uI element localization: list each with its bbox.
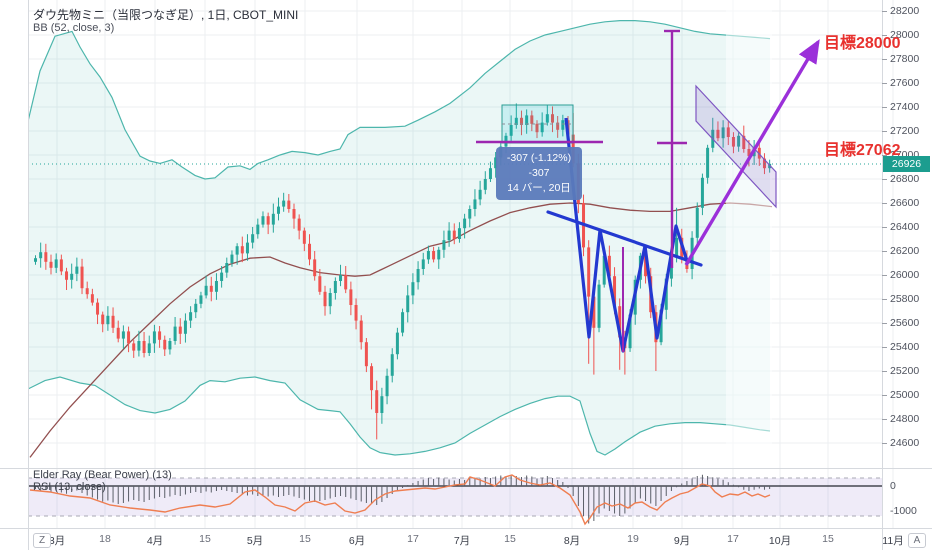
time-tick-label: 17 xyxy=(727,533,739,545)
measure-tooltip: -307 (-1.12%) -307 14 バー, 20日 xyxy=(496,147,582,200)
price-tick-mark xyxy=(882,203,887,204)
price-tick-mark xyxy=(882,419,887,420)
bb-basis xyxy=(29,202,773,458)
left-pane-border xyxy=(28,0,29,550)
target-lower-label: 目標27062 xyxy=(824,142,901,159)
elder-scale-label: -1000 xyxy=(890,505,917,517)
time-tick-label: 15 xyxy=(299,533,311,545)
price-tick-mark xyxy=(882,299,887,300)
timezone-button[interactable]: Z xyxy=(33,533,51,548)
price-tick-mark xyxy=(882,251,887,252)
price-tick-label: 24800 xyxy=(890,413,920,425)
rsi-pane[interactable] xyxy=(28,474,882,526)
price-tick-mark xyxy=(882,275,887,276)
price-tick-label: 26800 xyxy=(890,173,920,185)
time-tick-label: 17 xyxy=(407,533,419,545)
elder-ray-label[interactable]: Elder Ray (Bear Power) (13) xyxy=(33,469,172,481)
measure-tooltip-bars: 14 バー, 20日 xyxy=(507,182,571,194)
measure-tooltip-change: -307 (-1.12%) -307 xyxy=(506,152,572,179)
time-axis-border xyxy=(0,528,932,529)
price-tick-label: 25000 xyxy=(890,389,920,401)
price-tick-label: 27200 xyxy=(890,125,920,137)
bb-indicator-label[interactable]: BB (52, close, 3) xyxy=(33,22,115,34)
price-tick-label: 28200 xyxy=(890,5,920,17)
price-tick-mark xyxy=(882,395,887,396)
time-tick-label: 6月 xyxy=(348,535,366,547)
price-tick-mark xyxy=(882,179,887,180)
bb-lower-band xyxy=(28,376,771,456)
price-tick-label: 28000 xyxy=(890,29,920,41)
price-tick-mark xyxy=(882,59,887,60)
price-tick-label: 26600 xyxy=(890,197,920,209)
time-tick-label: 11月 xyxy=(882,535,904,547)
time-tick-label: 7月 xyxy=(453,535,471,547)
time-tick-label: 9月 xyxy=(673,535,691,547)
time-tick-label: 8月 xyxy=(563,535,581,547)
price-tick-label: 25600 xyxy=(890,317,920,329)
time-tick-label: 3月 xyxy=(48,535,66,547)
price-tick-label: 25200 xyxy=(890,365,920,377)
price-tick-label: 25800 xyxy=(890,293,920,305)
time-tick-label: 15 xyxy=(504,533,516,545)
price-tick-mark xyxy=(882,443,887,444)
price-tick-mark xyxy=(882,323,887,324)
current-price-label: 26926 xyxy=(883,156,930,172)
time-tick-label: 19 xyxy=(627,533,639,545)
measure-box xyxy=(501,104,574,144)
blue-trendline xyxy=(546,210,703,267)
price-tick-mark xyxy=(882,11,887,12)
time-tick-label: 10月 xyxy=(768,535,792,547)
highlight-band xyxy=(726,0,772,468)
price-tick-label: 25400 xyxy=(890,341,920,353)
price-tick-mark xyxy=(882,35,887,36)
time-tick-label: 15 xyxy=(822,533,834,545)
time-tick-label: 15 xyxy=(199,533,211,545)
price-tick-label: 27600 xyxy=(890,77,920,89)
price-tick-mark xyxy=(882,83,887,84)
price-tick-mark xyxy=(882,155,887,156)
price-tick-label: 26000 xyxy=(890,269,920,281)
time-tick-label: 18 xyxy=(99,533,111,545)
time-tick-label: 4月 xyxy=(146,535,164,547)
price-tick-label: 26200 xyxy=(890,245,920,257)
candles xyxy=(34,103,772,440)
price-tick-mark xyxy=(882,131,887,132)
main-pane[interactable] xyxy=(28,0,882,468)
bb-upper-band xyxy=(28,20,771,180)
price-tick-label: 27400 xyxy=(890,101,920,113)
target-upper-label: 目標28000 xyxy=(824,35,901,52)
price-tick-mark xyxy=(882,227,887,228)
parallel-channel xyxy=(695,84,777,209)
rsi-line xyxy=(29,474,771,526)
price-tick-mark xyxy=(882,371,887,372)
elder-scale-label: 0 xyxy=(890,480,896,492)
time-tick-label: 5月 xyxy=(246,535,264,547)
pane-separator[interactable] xyxy=(0,468,932,469)
price-tick-label: 26400 xyxy=(890,221,920,233)
price-tick-mark xyxy=(882,107,887,108)
rsi-label[interactable]: RSI (13, close) xyxy=(33,481,106,493)
bb-fill xyxy=(28,20,770,455)
price-tick-label: 27800 xyxy=(890,53,920,65)
symbol-title[interactable]: ダウ先物ミニ（当限つなぎ足）, 1日, CBOT_MINI xyxy=(33,8,299,22)
target-arrow xyxy=(684,39,820,266)
auto-scale-button[interactable]: A xyxy=(908,533,926,548)
price-tick-label: 24600 xyxy=(890,437,920,449)
price-tick-mark xyxy=(882,347,887,348)
